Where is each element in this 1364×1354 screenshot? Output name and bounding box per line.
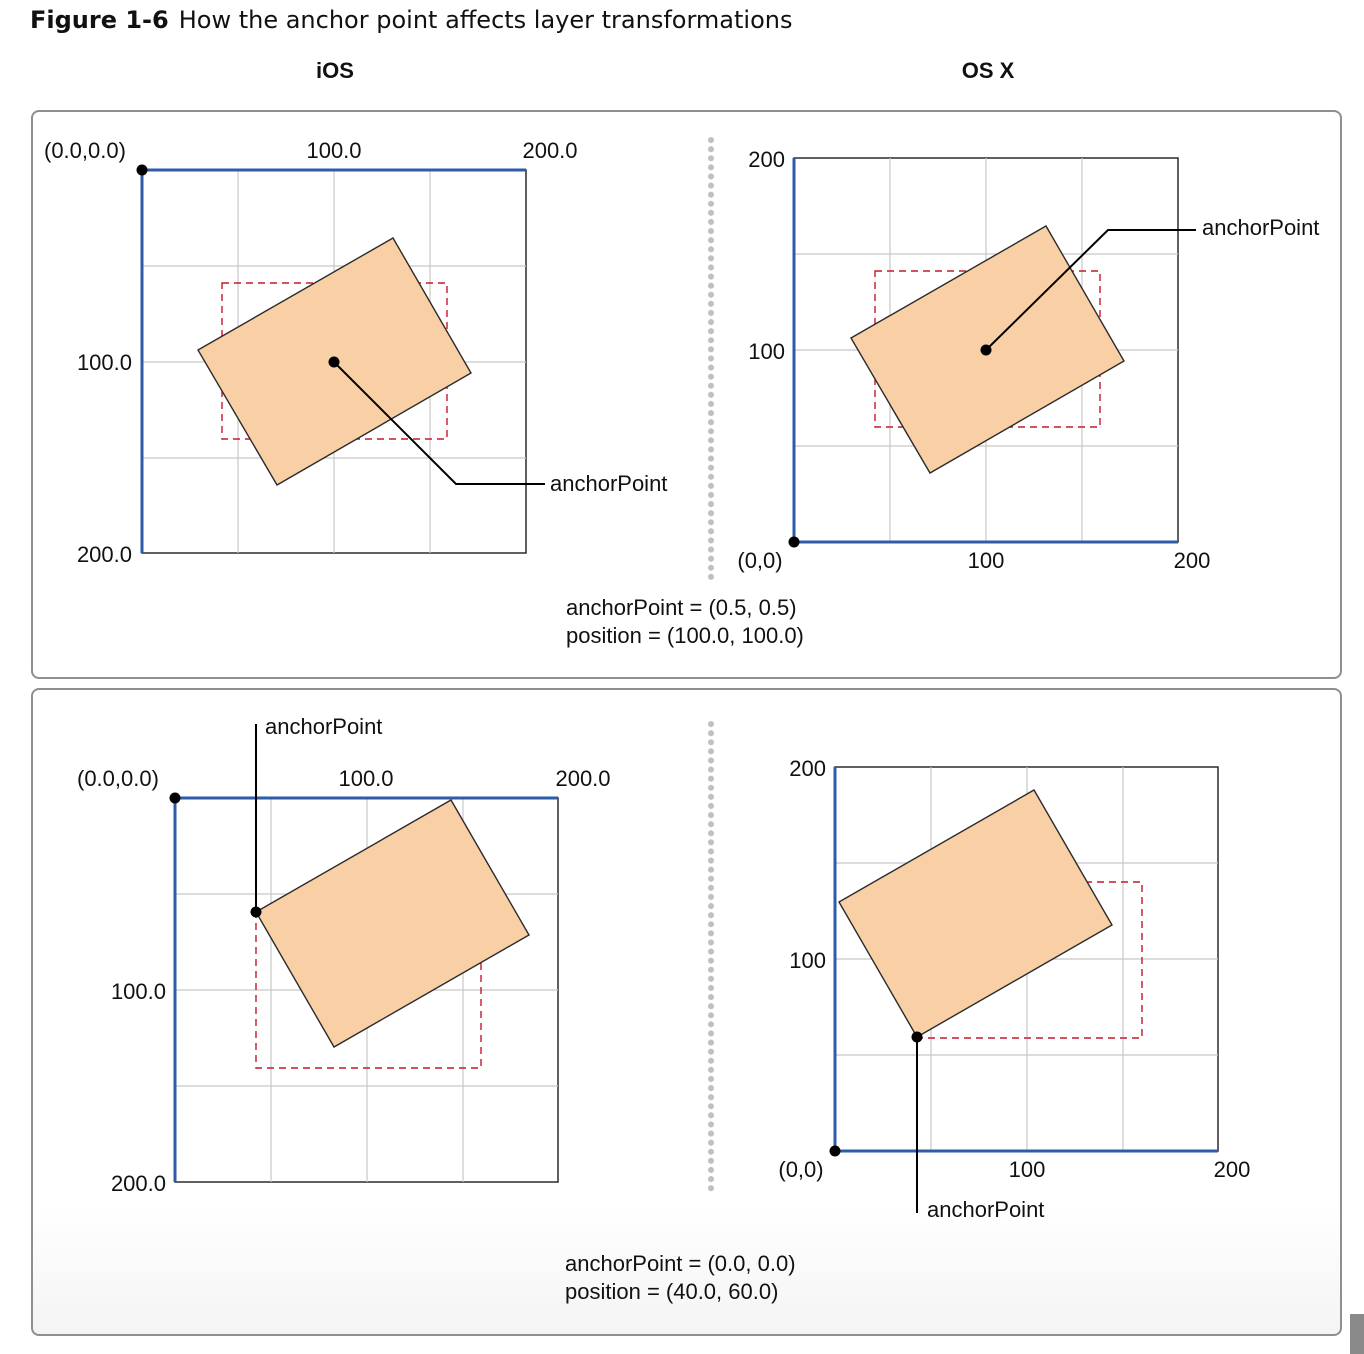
- anchor-point-label: anchorPoint: [927, 1197, 1044, 1222]
- anchor-point-label: anchorPoint: [550, 471, 667, 496]
- figure-caption: Figure 1-6 How the anchor point affects l…: [30, 6, 793, 34]
- position-setting: position = (40.0, 60.0): [565, 1279, 779, 1304]
- x-tick-100: 100: [968, 548, 1005, 573]
- y-tick-100: 100.0: [77, 350, 132, 375]
- anchor-point-dot: [980, 344, 992, 356]
- anchor-point-dot: [328, 356, 340, 368]
- anchor-point-dot: [250, 906, 262, 918]
- origin-label: (0,0): [778, 1157, 823, 1182]
- ios-diagram-centered: (0.0,0.0) 100.0 200.0 100.0 200.0 anchor…: [44, 138, 667, 567]
- y-tick-200: 200: [748, 147, 785, 172]
- anchor-point-setting: anchorPoint = (0.0, 0.0): [565, 1251, 796, 1276]
- rotated-layer: [838, 789, 1113, 1038]
- osx-diagram-centered: 200 100 (0,0) 100 200 anchorPoint: [737, 147, 1319, 573]
- origin-dot: [136, 164, 148, 176]
- origin-dot: [169, 792, 181, 804]
- figure-title: How the anchor point affects layer trans…: [178, 6, 793, 34]
- origin-label: (0.0,0.0): [44, 138, 126, 163]
- x-tick-200: 200: [1174, 548, 1211, 573]
- anchor-point-setting: anchorPoint = (0.5, 0.5): [566, 595, 797, 620]
- y-tick-200: 200.0: [77, 542, 132, 567]
- x-tick-100: 100.0: [306, 138, 361, 163]
- rotated-layer: [255, 799, 530, 1048]
- y-tick-100: 100.0: [111, 979, 166, 1004]
- origin-label: (0.0,0.0): [77, 766, 159, 791]
- osx-column-heading: OS X: [961, 58, 1015, 83]
- y-tick-100: 100: [789, 948, 826, 973]
- position-setting: position = (100.0, 100.0): [566, 623, 804, 648]
- origin-label: (0,0): [737, 548, 782, 573]
- anchor-callout-line: [333, 361, 545, 485]
- y-tick-100: 100: [748, 339, 785, 364]
- panel2-settings: anchorPoint = (0.0, 0.0) position = (40.…: [565, 1250, 796, 1306]
- y-tick-200: 200.0: [111, 1171, 166, 1196]
- panel1-settings: anchorPoint = (0.5, 0.5) position = (100…: [566, 594, 804, 650]
- scrollbar-thumb[interactable]: [1350, 1314, 1364, 1354]
- x-tick-100: 100.0: [338, 766, 393, 791]
- x-tick-100: 100: [1009, 1157, 1046, 1182]
- y-tick-200: 200: [789, 756, 826, 781]
- x-tick-200: 200.0: [555, 766, 610, 791]
- x-tick-200: 200: [1214, 1157, 1251, 1182]
- figure-number: Figure 1-6: [30, 6, 169, 34]
- origin-dot: [829, 1145, 841, 1157]
- anchor-point-label: anchorPoint: [265, 714, 382, 739]
- osx-diagram-origin: 200 100 (0,0) 100 200 anchorPoint: [778, 756, 1250, 1222]
- anchor-point-dot: [911, 1031, 923, 1043]
- origin-dot: [788, 536, 800, 548]
- x-tick-200: 200.0: [522, 138, 577, 163]
- ios-column-heading: iOS: [316, 58, 354, 83]
- anchor-point-label: anchorPoint: [1202, 215, 1319, 240]
- ios-diagram-origin: anchorPoint (0.0,0.0) 100.0 200.0 100.0 …: [77, 714, 611, 1196]
- anchor-callout-line: [985, 229, 1196, 351]
